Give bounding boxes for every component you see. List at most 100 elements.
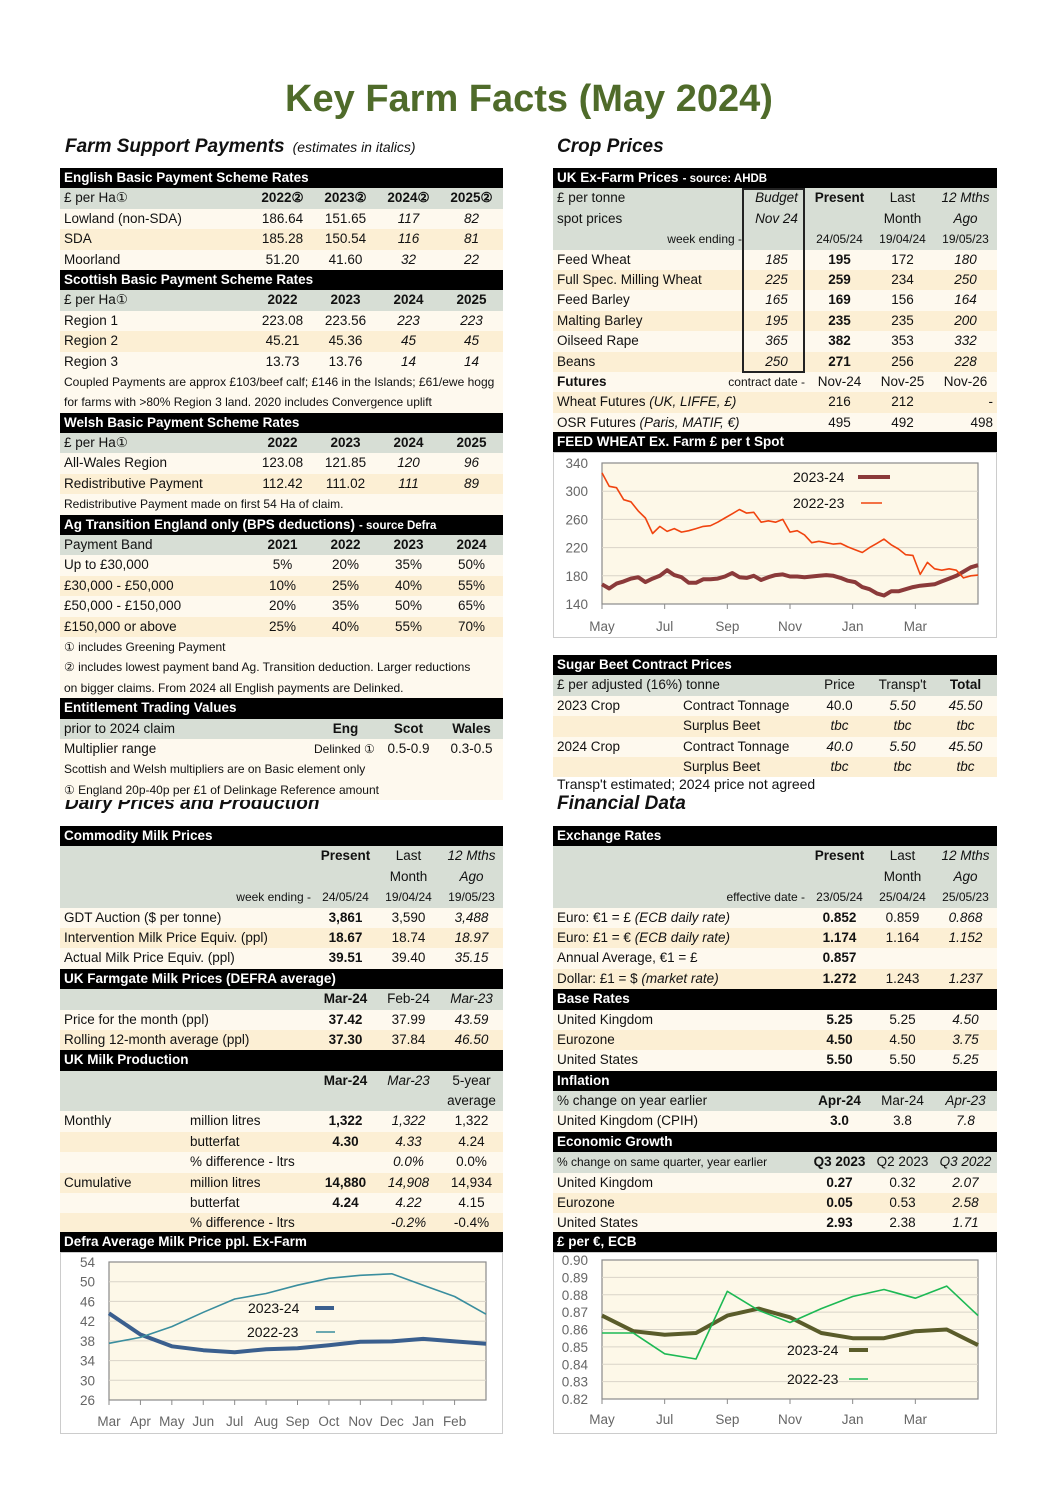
table-cell: 19/05/23 xyxy=(942,232,989,247)
section-title: Welsh Basic Payment Scheme Rates xyxy=(64,414,300,430)
table-cell: 18.97 xyxy=(454,929,489,945)
table-cell: Mar-24 xyxy=(881,1093,924,1109)
table-cell: Nov-24 xyxy=(817,373,862,389)
table-cell: 0.0% xyxy=(456,1154,487,1170)
y-tick-label: 54 xyxy=(80,1255,96,1270)
table-cell: 1.152 xyxy=(948,929,983,945)
table-cell: 5-year xyxy=(452,1072,491,1088)
column-header-row: % change on year earlier Apr-24 Mar-24 Apr-… xyxy=(553,1091,997,1112)
cell-note: (ECB daily rate) xyxy=(634,909,730,925)
table-cell: 25% xyxy=(268,618,297,634)
cell-text: Wheat Futures (UK, LIFFE, £) xyxy=(557,394,737,410)
table-cell: 169 xyxy=(828,292,851,308)
table-cell: £ per Ha① xyxy=(64,190,128,206)
table-cell: 19/04/24 xyxy=(879,232,926,247)
table-cell: Month xyxy=(883,868,922,884)
table-cell: Ago xyxy=(459,868,484,884)
table-row: All-Wales Region 123.08 121.85 120 96 xyxy=(60,453,503,474)
table-cell: tbc xyxy=(893,758,912,774)
table-cell: SDA xyxy=(64,231,92,247)
table-cell: 195 xyxy=(765,312,788,328)
table-row: Surplus Beet tbc tbc tbc xyxy=(553,756,997,778)
table-cell: 23/05/24 xyxy=(816,890,863,905)
chart-title-bar: FEED WHEAT Ex. Farm £ per t Spot xyxy=(553,432,997,453)
section-heading-financial: Financial Data xyxy=(557,793,686,814)
table-cell: 382 xyxy=(828,333,851,349)
table-cell: 0.3-0.5 xyxy=(450,740,493,756)
table-cell: 24/05/24 xyxy=(322,890,369,905)
plot-area xyxy=(601,462,979,605)
table-row: butterfat 4.30 4.33 4.24 xyxy=(60,1131,503,1153)
table-cell: 19/04/24 xyxy=(385,890,432,905)
section-title: Exchange Rates xyxy=(557,828,662,843)
table-cell: 0.868 xyxy=(948,909,983,925)
table-cell: United Kingdom xyxy=(557,1011,654,1027)
x-tick-label: Oct xyxy=(318,1414,339,1429)
table-cell: million litres xyxy=(190,1174,261,1190)
table-cell: 2023 xyxy=(393,537,424,553)
table-cell: Price for the month (ppl) xyxy=(64,1011,209,1027)
table-cell: 20% xyxy=(268,598,297,614)
table-row: 2024 Crop Contract Tonnage 40.0 5.50 45.50 xyxy=(553,736,997,757)
table-cell: 223 xyxy=(460,312,483,328)
table-cell xyxy=(934,948,997,968)
table-cell: 1.272 xyxy=(822,970,857,986)
section-title: Ag Transition England only (BPS deductio… xyxy=(64,516,356,532)
table-cell xyxy=(553,716,679,736)
table-row: Region 1 223.08 223.56 223 223 xyxy=(60,310,503,332)
table-cell: Region 2 xyxy=(64,333,119,349)
table-cell: 200 xyxy=(954,312,977,328)
column-header-row: Month Ago xyxy=(553,866,997,888)
table-row: 2023 Crop Contract Tonnage 40.0 5.50 45.50 xyxy=(553,695,997,717)
table-row: Intervention Milk Price Equiv. (ppl) 18.6… xyxy=(60,927,503,949)
table-cell xyxy=(745,229,808,249)
table-cell xyxy=(553,757,679,777)
x-tick-label: Jan xyxy=(412,1414,434,1429)
table-cell: 70% xyxy=(457,618,486,634)
table-cell: Q2 2023 xyxy=(876,1154,929,1170)
y-tick-label: 34 xyxy=(80,1354,96,1369)
table-cell xyxy=(60,1132,186,1152)
table-cell xyxy=(60,867,314,887)
table-cell: 55% xyxy=(394,618,423,634)
table-cell: Redistributive Payment xyxy=(64,475,203,491)
table-row: Feed Barley 165 169 156 164 xyxy=(553,290,997,311)
y-tick-label: 46 xyxy=(80,1295,95,1310)
table-cell: 4.24 xyxy=(332,1195,359,1211)
table-cell: Last xyxy=(889,848,916,864)
table-cell: 4.30 xyxy=(332,1133,359,1149)
y-tick-label: 0.90 xyxy=(562,1253,588,1268)
table-cell: 1.237 xyxy=(948,970,983,986)
column-header-row: Mar-24 Feb-24 Mar-23 xyxy=(60,989,503,1010)
table-cell: 18.67 xyxy=(328,929,363,945)
table-cell: 0.32 xyxy=(889,1174,916,1190)
table-row: Surplus Beet tbc tbc tbc xyxy=(553,716,997,737)
table-note: on bigger claims. From 2024 all English … xyxy=(60,677,503,699)
table-row: Rolling 12-month average (ppl) 37.30 37.84… xyxy=(60,1029,503,1051)
table-cell: 4.22 xyxy=(395,1195,422,1211)
table-cell xyxy=(60,1152,186,1172)
y-tick-label: 260 xyxy=(565,513,588,528)
table-cell: £ per tonne xyxy=(557,190,626,206)
section-title: UK Farmgate Milk Prices (DEFRA average) xyxy=(64,970,336,986)
y-tick-label: 42 xyxy=(80,1315,95,1330)
heading-text: Farm Support Payments xyxy=(65,136,285,157)
x-tick-label: May xyxy=(589,1412,615,1427)
column-header-row: effective date - 23/05/24 25/04/24 25/05/23 xyxy=(553,887,997,908)
table-cell: Nov-25 xyxy=(880,373,925,389)
y-tick-label: 140 xyxy=(565,597,588,612)
table-cell: 185 xyxy=(765,251,788,267)
table-cell: 216 xyxy=(828,394,851,410)
table-cell: butterfat xyxy=(190,1195,240,1211)
table-cell: tbc xyxy=(830,758,849,774)
table-cell: 235 xyxy=(828,312,851,328)
table-cell xyxy=(60,1213,186,1233)
table-cell: Last xyxy=(395,848,422,864)
line-chart: 0.82 0.83 0.84 0.85 0.86 0.87 0.88 0.89 0.90 May J… xyxy=(562,1253,979,1427)
table-row: Eurozone 0.05 0.53 2.58 xyxy=(553,1193,997,1214)
table-row: Cumulative million litres 14,880 14,908 14,9… xyxy=(60,1172,503,1194)
table-cell: Mar-23 xyxy=(450,991,493,1007)
section-title-bar: Inflation xyxy=(553,1070,997,1092)
table-cell: Total xyxy=(949,677,982,693)
table-cell: 1.174 xyxy=(822,929,857,945)
